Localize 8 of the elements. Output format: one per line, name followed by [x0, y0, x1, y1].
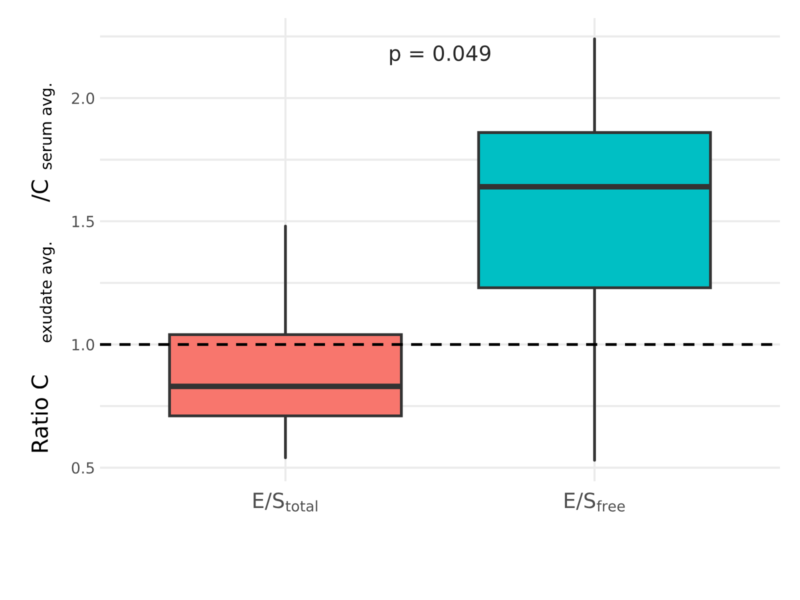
x-tick-label: E/S$_{free}$ [564, 492, 625, 512]
y-tick-label: 1.0 [72, 338, 94, 350]
annotation: p = 0.049 [390, 45, 490, 66]
x-tick-label: E/S$_{total}$ [254, 492, 318, 512]
y-tick-label: 1.5 [72, 216, 94, 228]
text: Ratio Cexudate avg./Cserum avg. [30, 84, 55, 452]
y-tick-label: 0.5 [72, 462, 94, 474]
y-tick-label: 2.0 [72, 92, 94, 104]
